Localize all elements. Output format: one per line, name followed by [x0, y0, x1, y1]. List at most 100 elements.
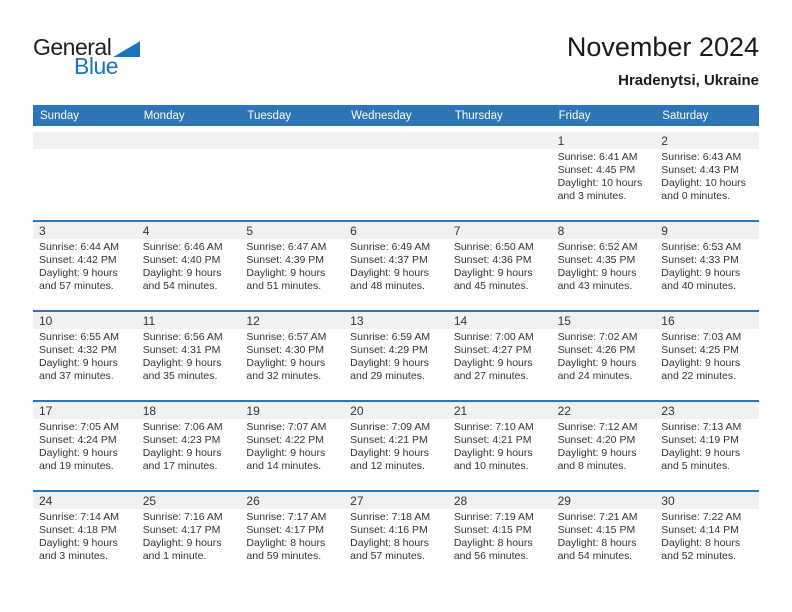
daylight-text: Daylight: 9 hours and 51 minutes. — [246, 267, 326, 292]
empty-day-cell — [344, 149, 448, 203]
sunset-text: Sunset: 4:25 PM — [661, 344, 739, 356]
daylight-text: Daylight: 8 hours and 54 minutes. — [557, 537, 637, 562]
daylight-text: Daylight: 8 hours and 59 minutes. — [246, 537, 326, 562]
daylight-text: Daylight: 9 hours and 12 minutes. — [350, 447, 429, 472]
day-number: 12 — [246, 313, 260, 328]
day-cell: Sunrise: 7:21 AM Sunset: 4:15 PM Daylight:… — [552, 509, 656, 563]
daylight-text: Daylight: 9 hours and 45 minutes. — [453, 267, 533, 292]
daylight-text: Daylight: 8 hours and 52 minutes. — [661, 537, 741, 562]
daylight-text: Daylight: 9 hours and 24 minutes. — [557, 357, 637, 382]
empty-day-cell — [240, 149, 344, 203]
day-number-band: 24 25 26 27 28 29 30 — [33, 492, 759, 509]
sunrise-text: Sunrise: 6:47 AM — [246, 241, 327, 253]
sunset-text: Sunset: 4:22 PM — [246, 434, 325, 446]
sunrise-text: Sunrise: 7:06 AM — [142, 421, 223, 433]
sunset-text: Sunset: 4:37 PM — [350, 254, 428, 266]
day-number: 7 — [453, 223, 461, 238]
week-row: 10 11 12 13 14 15 16 Sunrise: 6:55 AM Sunset: 4:… — [33, 310, 759, 400]
daylight-text: Daylight: 9 hours and 22 minutes. — [661, 357, 741, 382]
day-number-band: 3 4 5 6 7 8 9 — [33, 222, 759, 239]
day-cell: Sunrise: 7:10 AM Sunset: 4:21 PM Daylight:… — [448, 419, 552, 473]
day-number: 27 — [350, 493, 364, 508]
day-cell: Sunrise: 6:59 AM Sunset: 4:29 PM Daylight:… — [344, 329, 448, 383]
daylight-text: Daylight: 9 hours and 17 minutes. — [142, 447, 222, 472]
daylight-text: Daylight: 9 hours and 5 minutes. — [661, 447, 741, 472]
day-number: 1 — [557, 133, 565, 148]
week-body: Sunrise: 7:14 AM Sunset: 4:18 PM Daylight:… — [33, 509, 759, 563]
day-cell: Sunrise: 7:00 AM Sunset: 4:27 PM Daylight:… — [448, 329, 552, 383]
day-number: 3 — [39, 223, 46, 238]
day-number: 14 — [453, 313, 468, 328]
sunrise-text: Sunrise: 7:18 AM — [350, 511, 431, 523]
week-row: 3 4 5 6 7 8 9 Sunrise: 6:44 AM Sunset: 4:42 PM Da… — [33, 220, 759, 310]
day-number: 16 — [661, 313, 675, 328]
day-cell: Sunrise: 6:55 AM Sunset: 4:32 PM Daylight:… — [33, 329, 137, 383]
sunset-text: Sunset: 4:27 PM — [453, 344, 532, 356]
day-cell: Sunrise: 7:22 AM Sunset: 4:14 PM Daylight:… — [655, 509, 759, 563]
sunrise-text: Sunrise: 6:41 AM — [557, 151, 638, 163]
day-cell: Sunrise: 6:53 AM Sunset: 4:33 PM Daylight:… — [655, 239, 759, 293]
daylight-text: Daylight: 9 hours and 54 minutes. — [142, 267, 222, 292]
daylight-text: Daylight: 9 hours and 32 minutes. — [246, 357, 326, 382]
day-number: 28 — [453, 493, 468, 508]
daylight-text: Daylight: 9 hours and 48 minutes. — [350, 267, 429, 292]
day-cell: Sunrise: 7:17 AM Sunset: 4:17 PM Daylight:… — [240, 509, 344, 563]
sunrise-text: Sunrise: 6:57 AM — [246, 331, 327, 343]
day-cell: Sunrise: 7:12 AM Sunset: 4:20 PM Daylight:… — [552, 419, 656, 473]
sunset-text: Sunset: 4:42 PM — [39, 254, 117, 266]
title-block: November 2024 Hradenytsi, Ukraine — [567, 32, 759, 88]
sunset-text: Sunset: 4:20 PM — [557, 434, 636, 446]
weekday-header-sunday: Sunday — [40, 109, 80, 122]
day-cell: Sunrise: 6:43 AM Sunset: 4:43 PM Daylight:… — [655, 149, 759, 203]
day-cell: Sunrise: 6:49 AM Sunset: 4:37 PM Daylight:… — [344, 239, 448, 293]
day-number: 11 — [142, 313, 156, 328]
daylight-text: Daylight: 9 hours and 29 minutes. — [350, 357, 429, 382]
day-number: 26 — [246, 493, 260, 508]
sunrise-text: Sunrise: 7:05 AM — [39, 421, 119, 433]
day-cell: Sunrise: 7:03 AM Sunset: 4:25 PM Daylight:… — [655, 329, 759, 383]
sunrise-text: Sunrise: 6:52 AM — [557, 241, 638, 253]
day-number: 19 — [246, 403, 260, 418]
sunset-text: Sunset: 4:16 PM — [350, 524, 428, 536]
day-number: 6 — [350, 223, 357, 238]
logo-text-general: General — [33, 34, 112, 60]
sunset-text: Sunset: 4:43 PM — [661, 164, 739, 176]
sunset-text: Sunset: 4:21 PM — [350, 434, 428, 446]
day-number: 29 — [557, 493, 571, 508]
sunset-text: Sunset: 4:40 PM — [142, 254, 221, 266]
sunset-text: Sunset: 4:36 PM — [453, 254, 532, 266]
daylight-text: Daylight: 9 hours and 1 minute. — [142, 537, 222, 562]
daylight-text: Daylight: 9 hours and 35 minutes. — [142, 357, 222, 382]
daylight-text: Daylight: 9 hours and 19 minutes. — [39, 447, 118, 472]
day-number: 13 — [350, 313, 364, 328]
sunset-text: Sunset: 4:15 PM — [453, 524, 532, 536]
sunrise-text: Sunrise: 6:43 AM — [661, 151, 742, 163]
daylight-text: Daylight: 8 hours and 56 minutes. — [453, 537, 533, 562]
weekday-header-friday: Friday — [558, 109, 591, 122]
day-number-band: 10 11 12 13 14 15 16 — [33, 312, 759, 329]
sunset-text: Sunset: 4:17 PM — [246, 524, 325, 536]
daylight-text: Daylight: 10 hours and 0 minutes. — [661, 177, 746, 202]
day-number: 4 — [142, 223, 150, 238]
sunrise-text: Sunrise: 6:50 AM — [453, 241, 534, 253]
sunset-text: Sunset: 4:30 PM — [246, 344, 325, 356]
day-cell: Sunrise: 7:02 AM Sunset: 4:26 PM Daylight:… — [552, 329, 656, 383]
sunset-text: Sunset: 4:19 PM — [661, 434, 739, 446]
sunrise-text: Sunrise: 7:22 AM — [661, 511, 742, 523]
day-number: 23 — [661, 403, 675, 418]
day-cell: Sunrise: 7:16 AM Sunset: 4:17 PM Daylight:… — [137, 509, 241, 563]
daylight-text: Daylight: 9 hours and 43 minutes. — [557, 267, 637, 292]
day-cell: Sunrise: 7:18 AM Sunset: 4:16 PM Daylight:… — [344, 509, 448, 563]
sunset-text: Sunset: 4:15 PM — [557, 524, 636, 536]
sunrise-text: Sunrise: 7:21 AM — [557, 511, 638, 523]
sunrise-text: Sunrise: 7:07 AM — [246, 421, 327, 433]
general-blue-logo: General Blue — [33, 34, 141, 78]
weekday-header-saturday: Saturday — [662, 109, 709, 122]
day-number: 24 — [39, 493, 53, 508]
sunrise-text: Sunrise: 7:19 AM — [453, 511, 534, 523]
sunrise-text: Sunrise: 6:49 AM — [350, 241, 431, 253]
sunrise-text: Sunrise: 6:56 AM — [142, 331, 223, 343]
weekday-header-wednesday: Wednesday — [351, 109, 412, 122]
day-cell: Sunrise: 6:56 AM Sunset: 4:31 PM Daylight:… — [137, 329, 241, 383]
daylight-text: Daylight: 9 hours and 27 minutes. — [453, 357, 533, 382]
